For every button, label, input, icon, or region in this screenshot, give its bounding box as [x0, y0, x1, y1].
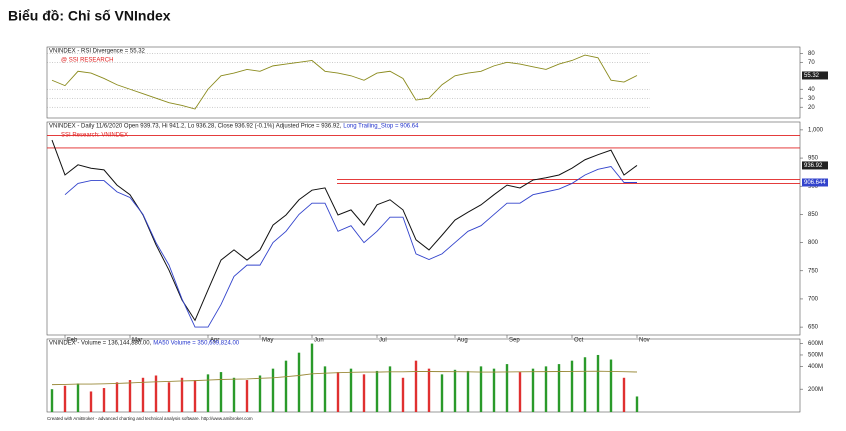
volume-bar — [440, 374, 444, 412]
volume-bar — [427, 368, 431, 412]
volume-bar — [622, 377, 626, 412]
volume-bar — [258, 375, 262, 412]
page-title: Biểu đồ: Chỉ số VNIndex — [8, 8, 171, 24]
volume-bar — [505, 364, 509, 412]
panel-frame — [46, 338, 801, 413]
y-tick-label: 400M — [808, 364, 823, 370]
x-tick-label: Jul — [379, 338, 387, 344]
volume-bar — [544, 366, 548, 412]
x-tick-label: Jun — [314, 338, 324, 344]
volume-bar — [271, 368, 275, 412]
panel-subtitle: MA50 Volume = 350,609,824.00 — [153, 341, 240, 347]
panel-title: VNINDEX - Volume = 136,144,880.00, — [49, 341, 152, 347]
footer: Created with AmiBroker - advanced charti… — [47, 416, 253, 421]
volume-bar — [570, 360, 574, 412]
y-tick-label: 600M — [808, 341, 823, 347]
volume-bar — [323, 366, 327, 412]
y-tick-label: 800 — [808, 240, 819, 246]
last-value: 55.32 — [804, 73, 820, 79]
panel-frame — [46, 46, 801, 119]
y-tick-label: 1,000 — [808, 127, 824, 133]
value-box — [802, 178, 828, 187]
volume-bar — [453, 369, 457, 412]
volume-bar — [375, 370, 379, 412]
y-tick-label: 70 — [808, 60, 815, 66]
volume-bar — [362, 374, 366, 412]
y-tick-label: 900 — [808, 184, 819, 190]
x-tick-label: Aug — [457, 338, 468, 344]
panel-title: VNINDEX - RSI Divergence = 55.32 — [49, 49, 146, 55]
volume-bar — [232, 377, 236, 412]
volume-bar — [492, 368, 496, 412]
volume-bar — [284, 360, 288, 412]
volume-bar — [635, 396, 639, 412]
volume-bar — [557, 364, 561, 412]
volume-bar — [596, 354, 600, 412]
line — [64, 166, 637, 328]
volume-bar — [518, 372, 522, 412]
volume-bar — [414, 360, 418, 412]
volume-bar — [479, 366, 483, 412]
volume-bar — [531, 368, 535, 412]
volume-bar — [583, 357, 587, 412]
volume-bar — [154, 375, 158, 412]
annotation: @ SSI RESEARCH — [61, 58, 113, 64]
volume-bar — [141, 377, 145, 412]
volume-bar — [336, 372, 340, 412]
x-tick-label: Feb — [67, 338, 78, 344]
volume-bar — [310, 343, 314, 412]
volume-bar — [76, 383, 80, 412]
volume-bar — [219, 372, 223, 412]
volume-bar — [245, 380, 249, 412]
y-tick-label: 950 — [808, 156, 819, 162]
volume-bar — [206, 374, 210, 412]
x-tick-label: May — [262, 338, 273, 344]
volume-bar — [349, 368, 353, 412]
last-value: 936.92 — [804, 163, 823, 169]
volume-bar — [128, 380, 132, 412]
y-tick-label: 650 — [808, 325, 819, 331]
panel-title: VNINDEX - Daily 11/6/2020 Open 939.73, H… — [49, 124, 342, 130]
x-tick-label: Apr — [210, 338, 219, 344]
x-tick-label: Nov — [639, 338, 650, 344]
line — [51, 139, 638, 322]
y-tick-label: 850 — [808, 212, 819, 218]
y-tick-label: 20 — [808, 105, 815, 111]
volume-bar — [180, 377, 184, 412]
line — [51, 54, 638, 110]
x-tick-label: Mar — [132, 338, 142, 344]
y-tick-label: 200M — [808, 387, 823, 393]
x-tick-label: Oct — [574, 338, 584, 344]
y-tick-label: 40 — [808, 87, 815, 93]
panel-subtitle: Long Trailing_Stop = 906.64 — [343, 124, 419, 130]
volume-bar — [609, 359, 613, 412]
volume-bar — [167, 382, 171, 412]
value-box — [802, 161, 828, 170]
y-tick-label: 500M — [808, 353, 823, 359]
x-tick-label: Sep — [509, 338, 520, 344]
y-tick-label: 700 — [808, 297, 819, 303]
panel-frame — [46, 121, 801, 336]
line — [51, 370, 638, 386]
y-tick-label: 30 — [808, 96, 815, 102]
volume-bar — [193, 380, 197, 412]
volume-bar — [89, 391, 93, 412]
volume-bar — [50, 389, 54, 412]
volume-bar — [115, 382, 119, 412]
volume-bar — [102, 388, 106, 412]
y-tick-label: 80 — [808, 51, 815, 57]
last-value: 906.644 — [804, 180, 826, 186]
volume-bar — [388, 366, 392, 412]
volume-bar — [297, 352, 301, 412]
y-tick-label: 750 — [808, 268, 819, 274]
volume-bar — [466, 370, 470, 412]
value-box — [802, 71, 828, 80]
volume-bar — [63, 385, 67, 412]
volume-bar — [401, 377, 405, 412]
